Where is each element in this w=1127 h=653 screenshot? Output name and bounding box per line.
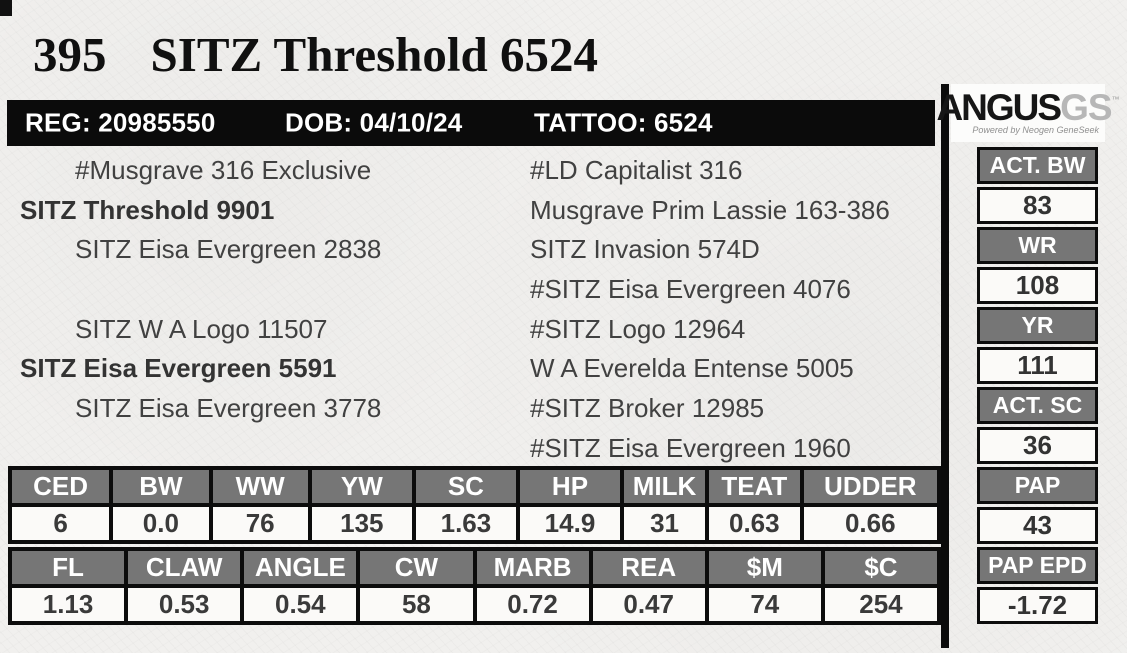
pedigree-ancestor: #LD Capitalist 316 <box>530 155 743 185</box>
stat-value-pap-epd: -1.72 <box>977 587 1098 624</box>
epd-table-row1: CED BW WW YW SC HP MILK TEAT UDDER 6 0.0… <box>8 466 941 544</box>
angus-gs-wordmark: ANGUS GS ™ <box>936 86 1120 128</box>
epd-header-fl: FL <box>12 551 125 584</box>
epd-header-yw: YW <box>311 470 412 503</box>
pedigree-ancestor: #SITZ Logo 12964 <box>530 314 746 344</box>
epd-value-ced: 6 <box>12 507 110 540</box>
registration-info-bar: REG: 20985550 DOB: 04/10/24 TATTOO: 6524 <box>7 100 935 146</box>
epd-value-marb: 0.72 <box>476 588 589 621</box>
epd-value-cw: 58 <box>360 588 473 621</box>
epd-header-dollar-m: $M <box>708 551 821 584</box>
pedigree-ancestor: #SITZ Broker 12985 <box>530 393 765 423</box>
stat-label-pap-epd: PAP EPD <box>977 547 1098 584</box>
pedigree-ancestor: Musgrave Prim Lassie 163-386 <box>530 195 890 225</box>
epd-table-row2: FL CLAW ANGLE CW MARB REA $M $C 1.13 0.5… <box>8 547 941 625</box>
epd-header-cw: CW <box>360 551 473 584</box>
epd-header-hp: HP <box>519 470 621 503</box>
stat-label-yr: YR <box>977 307 1098 344</box>
page-title: 395 SITZ Threshold 6524 <box>33 26 598 83</box>
angus-logo-text: ANGUS <box>936 86 1062 128</box>
gs-logo-text: GS <box>1060 86 1112 128</box>
epd-value-claw: 0.53 <box>128 588 241 621</box>
epd-header-sc: SC <box>415 470 516 503</box>
pedigree-sire-dam: SITZ Eisa Evergreen 2838 <box>75 234 382 264</box>
angus-gs-logo: ANGUS GS ™ Powered by Neogen GeneSeek <box>936 84 1120 142</box>
epd-header-milk: MILK <box>624 470 706 503</box>
vertical-divider <box>941 84 949 648</box>
stat-label-pap: PAP <box>977 467 1098 504</box>
pedigree-ancestor: SITZ Invasion 574D <box>530 234 760 264</box>
epd-value-milk: 31 <box>624 507 706 540</box>
epd-value-udder: 0.66 <box>803 507 937 540</box>
epd-value-fl: 1.13 <box>12 588 125 621</box>
epd-value-angle: 0.54 <box>244 588 357 621</box>
pedigree-ancestor: #SITZ Eisa Evergreen 1960 <box>530 433 851 463</box>
epd-value-ww: 76 <box>212 507 308 540</box>
lot-number: 395 <box>33 27 107 82</box>
stat-label-act-sc: ACT. SC <box>977 387 1098 424</box>
pedigree-dam-sire: SITZ W A Logo 11507 <box>75 314 328 344</box>
stat-value-act-bw: 83 <box>977 187 1098 224</box>
pedigree-sire: SITZ Threshold 9901 <box>20 195 275 225</box>
pedigree-ancestor: #SITZ Eisa Evergreen 4076 <box>530 274 851 304</box>
stat-label-act-bw: ACT. BW <box>977 147 1098 184</box>
epd-header-bw: BW <box>113 470 209 503</box>
epd-value-dollar-c: 254 <box>824 588 937 621</box>
stat-value-act-sc: 36 <box>977 427 1098 464</box>
pedigree-dam-dam: SITZ Eisa Evergreen 3778 <box>75 393 382 423</box>
epd-value-teat: 0.63 <box>709 507 800 540</box>
pedigree-sire-sire: #Musgrave 316 Exclusive <box>75 155 372 185</box>
pedigree-ancestor: W A Everelda Entense 5005 <box>530 353 854 383</box>
birth-date: DOB: 04/10/24 <box>285 107 463 138</box>
epd-header-claw: CLAW <box>128 551 241 584</box>
logo-tagline: Powered by Neogen GeneSeek <box>972 125 1099 136</box>
epd-header-teat: TEAT <box>709 470 800 503</box>
stat-value-wr: 108 <box>977 267 1098 304</box>
epd-header-marb: MARB <box>476 551 589 584</box>
corner-print-mark <box>0 0 12 16</box>
stats-sidebar: ACT. BW 83 WR 108 YR 111 ACT. SC 36 PAP … <box>977 147 1098 627</box>
epd-header-dollar-c: $C <box>824 551 937 584</box>
tattoo-number: TATTOO: 6524 <box>534 107 713 138</box>
epd-header-ww: WW <box>212 470 308 503</box>
epd-value-sc: 1.63 <box>415 507 516 540</box>
epd-header-rea: REA <box>592 551 705 584</box>
epd-value-yw: 135 <box>311 507 412 540</box>
epd-header-ced: CED <box>12 470 110 503</box>
reg-number: REG: 20985550 <box>25 107 216 138</box>
epd-value-hp: 14.9 <box>519 507 621 540</box>
stat-value-yr: 111 <box>977 347 1098 384</box>
epd-value-rea: 0.47 <box>592 588 705 621</box>
stat-value-pap: 43 <box>977 507 1098 544</box>
trademark-symbol: ™ <box>1111 94 1120 104</box>
epd-header-angle: ANGLE <box>244 551 357 584</box>
epd-header-udder: UDDER <box>803 470 937 503</box>
pedigree-dam: SITZ Eisa Evergreen 5591 <box>20 353 337 383</box>
stat-label-wr: WR <box>977 227 1098 264</box>
epd-value-bw: 0.0 <box>113 507 209 540</box>
animal-name: SITZ Threshold 6524 <box>150 27 599 82</box>
epd-value-dollar-m: 74 <box>708 588 821 621</box>
